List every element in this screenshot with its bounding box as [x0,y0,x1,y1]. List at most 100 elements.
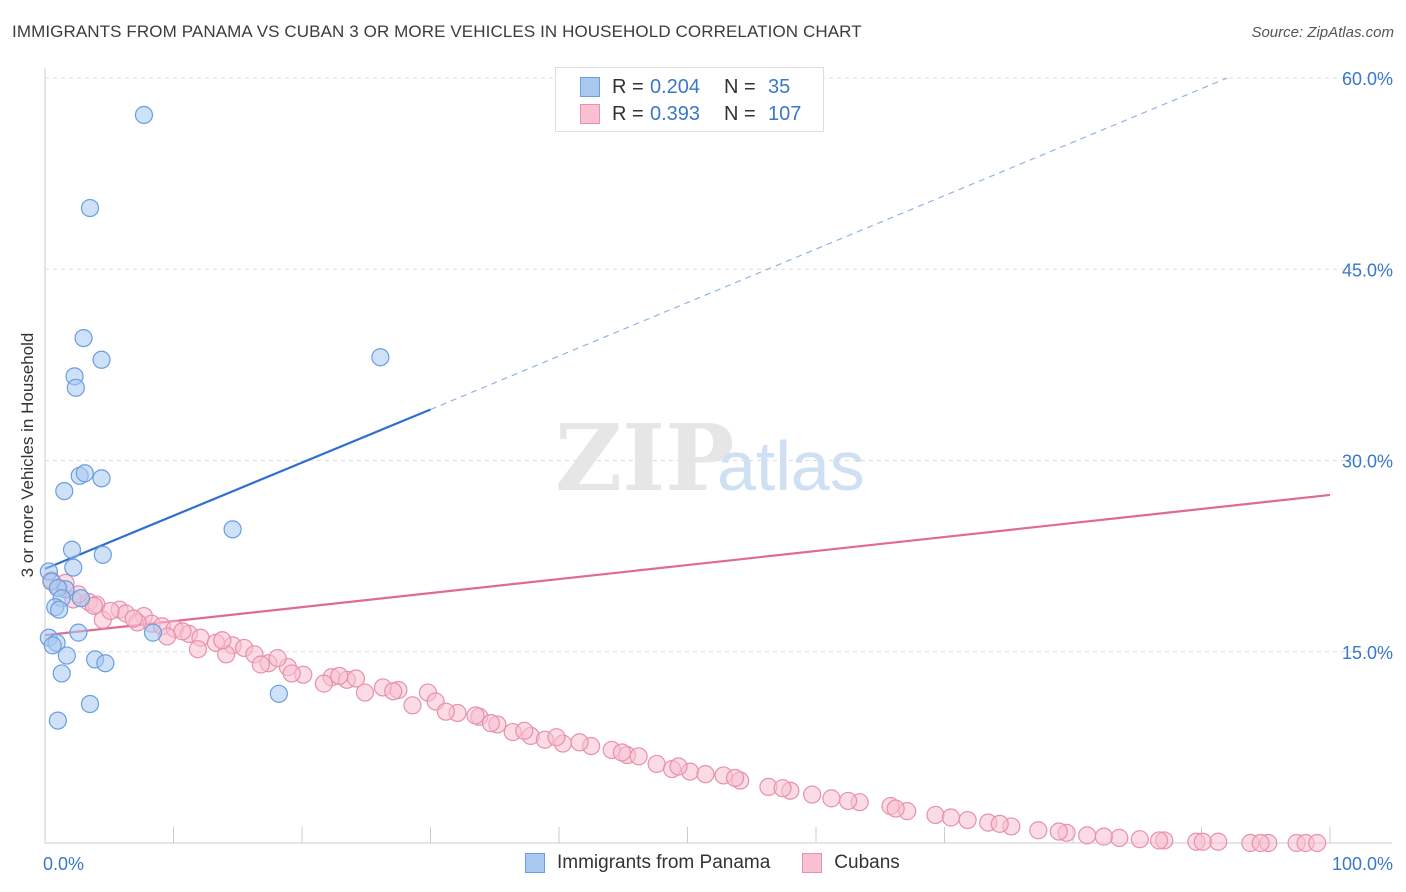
grid [45,77,1392,653]
cubans-point [822,789,841,808]
panama-point [93,545,112,564]
watermark-atlas: atlas [717,427,865,505]
cubans-point [384,682,403,701]
cubans-point [570,733,589,752]
cubans-point [1078,826,1097,845]
cubans-point [1049,822,1068,841]
panama-point [269,684,288,703]
cubans-point [773,779,792,798]
panama-point [371,348,390,367]
panama-point [43,636,62,655]
cubans-point [515,721,534,740]
cubans-point [839,791,858,811]
panama-point [50,600,69,619]
legend-r-label: R = [612,75,644,98]
y-tick-label: 30.0% [1342,452,1393,472]
cubans-point [466,706,485,725]
panama-point [75,464,94,483]
cubans-point [1193,832,1212,851]
legend-row-panama: R = 0.204 N = 35 [580,74,790,100]
cubans-point [725,768,745,788]
panama-point [134,105,154,125]
panama-point [96,654,115,673]
x-tick-label: 100.0% [1332,854,1393,874]
y-tick-label: 15.0% [1342,643,1393,663]
trendlines [44,77,1331,637]
cubans-point [268,649,287,668]
tick-labels: 15.0% 30.0% 45.0% 60.0% 0.0% 100.0% [43,69,1393,874]
cubans-point [403,696,422,715]
cubans-point [669,757,688,776]
series-legend: Immigrants from Panama Cubans [525,852,932,874]
chart-title: IMMIGRANTS FROM PANAMA VS CUBAN 3 OR MOR… [12,22,862,41]
legend-n-label: N = [724,75,756,98]
legend-r-label: R = [612,102,644,125]
cubans-point [213,631,232,650]
legend-r-value: 0.393 [650,102,701,125]
panama-point [71,589,91,608]
cubans-point [803,785,822,804]
legend-n-label: N = [724,102,756,125]
panama-point [48,711,67,730]
cubans-point [481,714,500,733]
cubans-point [188,640,208,659]
cubans-point [173,622,192,641]
cubans-point [629,747,648,766]
cubans-point [886,799,905,818]
legend-row-cubans: R = 0.393 N = 107 [580,101,801,127]
cubans-point [1251,833,1270,853]
cubans-point [1308,833,1327,853]
legend-label-cubans: Cubans [834,852,900,873]
panama-point [92,469,111,488]
cubans-point [251,655,270,674]
cubans-point [124,609,143,628]
cubans-point [941,808,961,827]
legend-swatch-panama [525,853,545,873]
cubans-point [436,702,456,721]
panama-point [74,329,93,348]
panama-point [62,540,82,559]
cubans-point [1209,832,1228,851]
cubans-point [612,743,632,762]
legend-item-panama: Immigrants from Panama [525,852,770,874]
legend-label-panama: Immigrants from Panama [557,852,771,873]
legend-n-value: 107 [768,102,802,125]
cubans-point [1149,831,1169,850]
y-axis-label: 3 or more Vehicles in Household [18,332,37,578]
legend-r-value: 0.204 [650,75,701,98]
panama-point [66,378,85,397]
panama-point [223,520,242,539]
legend-swatch-cubans [580,104,600,124]
cubans-point [1029,821,1048,840]
legend-swatch-panama [580,77,600,97]
cubans-point [647,754,666,774]
cubans-point [926,805,945,825]
cubans-point [330,666,349,686]
panama-trendline [44,408,431,570]
panama-trendline-extension [430,77,1228,411]
panama-point [80,694,100,714]
cubans-point [990,814,1009,833]
panama-point [52,664,71,683]
stats-legend: R = 0.204 N = 35 R = 0.393 N = 107 [555,67,824,132]
panama-point [64,558,83,577]
panama-point [55,482,74,501]
cubans-point [355,683,375,702]
panama-point [57,646,76,665]
y-tick-label: 60.0% [1342,69,1393,89]
panama-point [69,623,88,642]
data-points [39,105,1327,853]
cubans-point [101,601,120,621]
panama-point [143,623,163,642]
panama-point [92,350,111,369]
x-tick-label: 0.0% [43,854,84,874]
y-tick-label: 45.0% [1342,260,1393,280]
cubans-point [1094,827,1113,846]
cubans-trendline [44,493,1331,637]
watermark-zip: ZIP [555,404,734,512]
cubans-point [696,765,715,784]
cubans-point [314,674,333,693]
cubans-point [958,810,977,830]
